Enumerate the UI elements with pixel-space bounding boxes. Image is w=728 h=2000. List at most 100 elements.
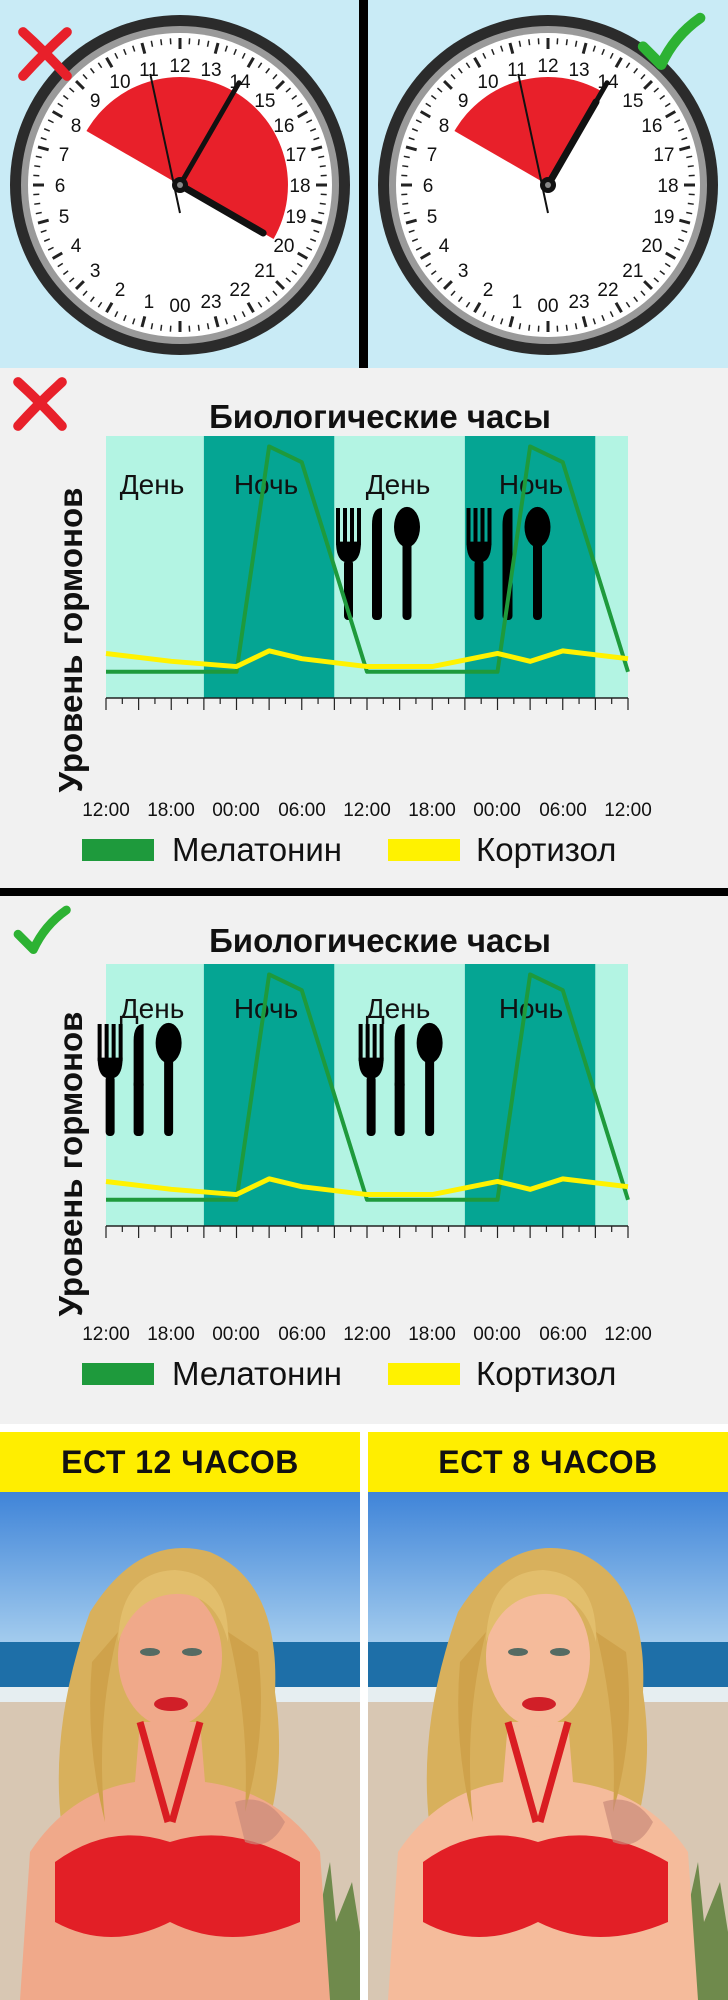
biological-clock-chart-right: Биологические часы Уровень гормонов 12:0…	[13, 905, 652, 1392]
clock-tick	[592, 318, 596, 325]
eating-window-sector	[86, 77, 288, 239]
clock-tick	[34, 202, 41, 205]
clock-tick	[241, 311, 246, 318]
beach-photo-left	[0, 1492, 360, 2000]
clock-tick	[105, 56, 114, 68]
bikini-top	[423, 1835, 668, 1937]
separator	[0, 888, 728, 896]
clock-number: 2	[483, 280, 494, 301]
photo-caption-right: ЕСТ 8 ЧАСОВ	[368, 1432, 728, 1492]
clock-tick	[402, 202, 409, 205]
bikini-strap	[136, 1721, 204, 1823]
clock-number: 16	[641, 116, 662, 137]
lips	[154, 1697, 188, 1711]
clock-tick	[614, 56, 623, 68]
clock-tick	[257, 62, 263, 69]
photo-divider	[360, 1432, 368, 2000]
x-tick-label: 18:00	[147, 800, 195, 821]
clock-tick	[625, 301, 631, 308]
clock-tick	[306, 119, 313, 124]
clock-tick	[686, 155, 693, 159]
cutlery-icon	[358, 1022, 443, 1136]
hair-front	[118, 1570, 229, 1642]
eye	[550, 1648, 570, 1656]
clock-tick	[37, 145, 50, 152]
chart-title: Биологические часы	[209, 398, 551, 435]
clock-tick	[411, 238, 419, 242]
x-tick-label: 06:00	[539, 800, 587, 821]
clock-tick	[403, 211, 410, 215]
clock-tick	[601, 48, 605, 56]
clock-tick	[197, 324, 200, 331]
clock-tick	[275, 79, 286, 90]
clock-tick	[206, 40, 210, 47]
clock-tick	[213, 42, 220, 55]
clock-tick	[89, 296, 95, 303]
clock-tick	[318, 155, 325, 159]
clock-tick	[285, 87, 292, 93]
clock-tick	[132, 318, 136, 325]
clock-tick	[643, 79, 654, 90]
clock-tick	[491, 48, 495, 56]
hour-hand	[176, 181, 267, 237]
y-axis-label: Уровень гормонов	[52, 488, 89, 793]
day-band	[334, 436, 465, 698]
clock-number: 23	[568, 292, 589, 313]
clock-tick	[565, 39, 568, 46]
clock-tick	[686, 211, 693, 215]
clock-tick	[296, 102, 303, 108]
clock-number: 10	[109, 72, 130, 93]
clock-tick	[160, 324, 163, 331]
clock-tick	[35, 155, 42, 159]
beach-scene	[368, 1492, 728, 2000]
clock-tick	[224, 45, 228, 52]
clock-tick	[687, 202, 694, 205]
clock-wrong: 001234567891011121314151617181920212223	[10, 15, 350, 355]
clock-tick	[473, 302, 482, 314]
tattoo	[235, 1799, 285, 1845]
night-band	[203, 436, 335, 698]
clock-tick	[43, 128, 51, 132]
clock-tick	[43, 238, 51, 242]
clock-tick	[609, 311, 614, 318]
clock-tick	[664, 102, 671, 108]
clock-tick	[37, 218, 50, 225]
clock-tick	[123, 48, 127, 56]
clock-tick	[625, 62, 631, 69]
clock-tick	[233, 48, 237, 56]
x-tick-label: 18:00	[147, 1324, 195, 1345]
clock-tick	[674, 119, 681, 124]
clock-tick	[224, 318, 228, 325]
period-label-day: День	[366, 993, 431, 1024]
clock-tick	[574, 323, 578, 330]
clock-tick	[257, 301, 263, 308]
legend-swatch-cortisol	[388, 839, 460, 861]
clock-tick	[275, 280, 286, 291]
clock-number: 21	[622, 261, 643, 282]
clock-tick	[633, 67, 639, 74]
legend-label-melatonin: Мелатонин	[172, 1355, 342, 1392]
clock-tick	[297, 110, 309, 119]
clock-tick	[114, 311, 119, 318]
clock-number: 00	[169, 296, 190, 317]
clock-tick	[678, 145, 691, 152]
clock-number: 20	[641, 236, 662, 257]
clock-tick	[313, 137, 320, 141]
period-label-day: День	[120, 993, 185, 1024]
clock-tick	[246, 56, 255, 68]
clock-tick	[581, 315, 588, 328]
clock-number: 5	[427, 207, 438, 228]
beach-photo-right	[368, 1492, 728, 2000]
clock-tick	[105, 302, 114, 314]
clock-number: 19	[285, 207, 306, 228]
clock-number: 6	[423, 176, 434, 197]
clock-tick	[213, 315, 220, 328]
period-label-night: Ночь	[499, 993, 563, 1024]
clock-tick	[319, 165, 326, 168]
face	[118, 1587, 222, 1727]
beach-scene	[0, 1492, 360, 2000]
melatonin-line	[106, 972, 630, 1202]
check-icon	[637, 12, 706, 70]
face	[486, 1587, 590, 1727]
clock-tick	[500, 45, 504, 52]
